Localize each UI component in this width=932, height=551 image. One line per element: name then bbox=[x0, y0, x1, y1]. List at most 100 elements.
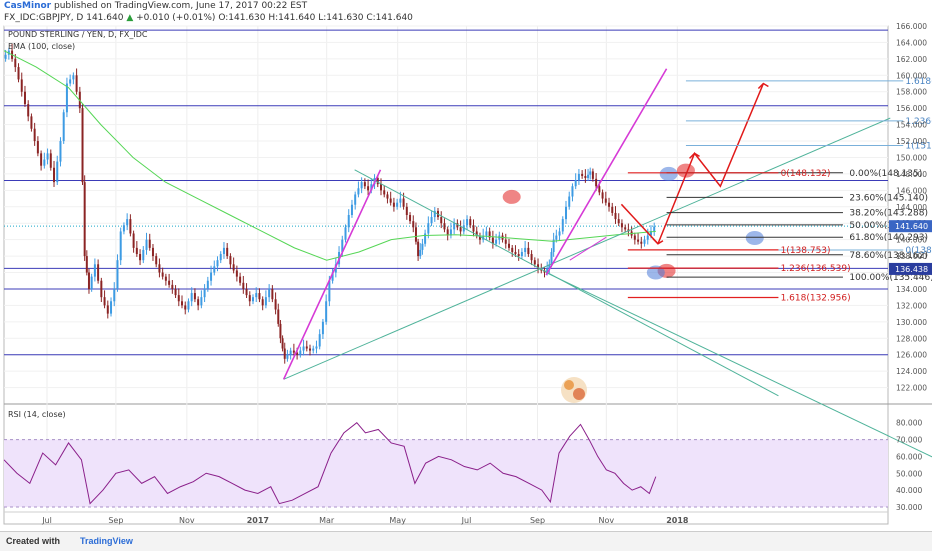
candle-body bbox=[504, 239, 507, 244]
created-with-label: Created with bbox=[6, 536, 61, 546]
candle-body bbox=[414, 227, 417, 242]
time-axis-tick: Sep bbox=[108, 516, 123, 525]
candle-body bbox=[396, 202, 399, 207]
candle-body bbox=[409, 215, 412, 222]
candle-body bbox=[601, 192, 604, 199]
candle-body bbox=[646, 235, 649, 240]
candle-body bbox=[103, 297, 106, 306]
candle-body bbox=[344, 227, 347, 240]
candle-body bbox=[83, 182, 86, 257]
candle-body bbox=[139, 254, 142, 261]
candle-body bbox=[213, 266, 216, 273]
candle-body bbox=[248, 295, 251, 302]
candle-body bbox=[419, 249, 422, 257]
candle-body bbox=[389, 198, 392, 203]
candle-body bbox=[608, 202, 611, 207]
time-axis-tick: Jul bbox=[41, 516, 52, 525]
price-axis-tick: 164.000 bbox=[896, 38, 927, 47]
price-chart[interactable]: 0.00%(148.135) 23.60%(145.140) 38.20%(143.… bbox=[0, 0, 932, 530]
last-price: 141.640 bbox=[86, 13, 124, 23]
candle-body bbox=[466, 219, 469, 226]
candle-body bbox=[577, 173, 580, 181]
candle-body bbox=[203, 288, 206, 298]
candle-body bbox=[33, 128, 36, 142]
symbol-line: FX_IDC:GBPJPY, D 141.640 ▲ +0.010 (+0.01… bbox=[4, 13, 413, 23]
candle-body bbox=[27, 104, 30, 117]
fib-retracement-label: 78.60%(138.162) bbox=[849, 251, 928, 261]
candle-body bbox=[624, 227, 627, 230]
candle-body bbox=[43, 159, 46, 166]
candle-body bbox=[20, 79, 23, 92]
projection-arrow bbox=[657, 83, 765, 245]
trendline-channel-lower bbox=[545, 272, 932, 458]
candle-body bbox=[611, 206, 614, 213]
price-axis-tick: 146.000 bbox=[896, 186, 927, 195]
swing-low-marker-blue bbox=[646, 265, 665, 280]
candle-body bbox=[122, 225, 125, 232]
price-change: +0.010 (+0.01%) bbox=[136, 13, 216, 23]
candle-body bbox=[405, 206, 408, 215]
candle-body bbox=[574, 180, 577, 187]
tradingview-logo[interactable]: TradingView bbox=[80, 536, 133, 546]
rsi-band bbox=[4, 439, 888, 507]
candle-body bbox=[155, 256, 158, 265]
rsi-axis-tick: 40.000 bbox=[896, 486, 922, 495]
candle-body bbox=[620, 223, 623, 228]
fib-extension-label-blue: 1.618(159.315) bbox=[905, 77, 932, 87]
candle-body bbox=[581, 173, 584, 176]
publisher-name[interactable]: CasMinor bbox=[4, 1, 52, 11]
candle-body bbox=[302, 346, 305, 351]
candle-body bbox=[350, 204, 353, 215]
candle-body bbox=[568, 196, 571, 207]
trendline-green-up bbox=[283, 117, 891, 380]
candle-body bbox=[347, 215, 350, 228]
candle-body bbox=[370, 184, 373, 191]
price-badge-bg bbox=[889, 262, 932, 275]
candle-body bbox=[530, 254, 533, 261]
watermark-logo-icon bbox=[561, 377, 587, 403]
candle-body bbox=[485, 231, 488, 236]
candle-body bbox=[488, 231, 491, 238]
candle-body bbox=[449, 229, 452, 236]
price-axis-tick: 126.000 bbox=[896, 351, 927, 360]
candle-body bbox=[589, 171, 592, 175]
candle-body bbox=[17, 67, 20, 80]
candle-body bbox=[119, 231, 122, 261]
candle-body bbox=[649, 231, 652, 236]
candle-body bbox=[289, 350, 292, 355]
candle-body bbox=[46, 153, 49, 160]
candle-body bbox=[331, 272, 334, 281]
candle-body bbox=[193, 293, 196, 300]
price-axis-tick: 152.000 bbox=[896, 137, 927, 146]
candle-body bbox=[640, 241, 643, 244]
candle-body bbox=[148, 239, 151, 248]
price-axis-tick: 158.000 bbox=[896, 88, 927, 97]
price-axis-tick: 138.000 bbox=[896, 252, 927, 261]
fib-extension-label-red: 1.236(136.539) bbox=[781, 264, 851, 274]
candle-body bbox=[264, 297, 267, 306]
price-axis-tick: 130.000 bbox=[896, 318, 927, 327]
candle-body bbox=[617, 219, 620, 224]
candle-body bbox=[258, 293, 261, 300]
candle-body bbox=[132, 233, 135, 248]
time-axis-tick: Mar bbox=[319, 516, 335, 525]
candle-body bbox=[424, 233, 427, 244]
candle-body bbox=[100, 280, 103, 298]
candle-body bbox=[65, 83, 68, 113]
fib-retracement-label: 23.60%(145.140) bbox=[849, 193, 928, 203]
candle-body bbox=[456, 223, 459, 228]
candle-body bbox=[430, 217, 433, 224]
candle-body bbox=[187, 301, 190, 310]
candle-body bbox=[312, 348, 315, 351]
candle-body bbox=[116, 260, 119, 289]
candle-body bbox=[537, 264, 540, 269]
candle-body bbox=[321, 321, 324, 335]
price-axis-tick: 124.000 bbox=[896, 367, 927, 376]
fib-retracement-label: 61.80%(140.293) bbox=[849, 233, 928, 243]
price-axis-tick: 156.000 bbox=[896, 104, 927, 113]
candle-body bbox=[482, 235, 485, 240]
candle-body bbox=[277, 309, 280, 324]
candle-body bbox=[357, 188, 360, 195]
candle-body bbox=[129, 219, 132, 234]
